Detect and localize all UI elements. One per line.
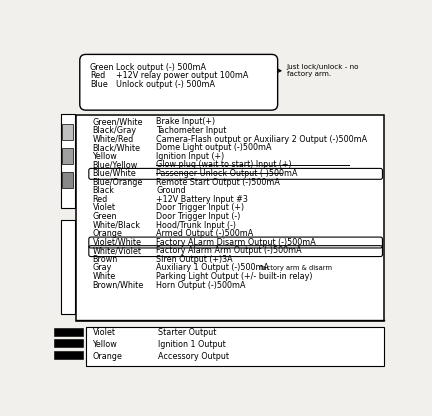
Text: Accessory Output: Accessory Output <box>158 352 229 361</box>
FancyBboxPatch shape <box>54 351 83 359</box>
Text: Blue/White: Blue/White <box>92 169 136 178</box>
Text: Blue/Orange: Blue/Orange <box>92 178 143 187</box>
Text: Horn Output (-)500mA: Horn Output (-)500mA <box>156 281 246 290</box>
Text: Dome Light output (-)500mA: Dome Light output (-)500mA <box>156 143 272 152</box>
Text: Violet: Violet <box>92 203 115 212</box>
Text: Brown/White: Brown/White <box>92 281 144 290</box>
Text: White/Red: White/Red <box>92 135 134 144</box>
Text: Blue/Yellow: Blue/Yellow <box>92 161 138 169</box>
FancyBboxPatch shape <box>80 54 278 110</box>
FancyBboxPatch shape <box>86 327 384 366</box>
Text: Red: Red <box>92 195 108 204</box>
FancyBboxPatch shape <box>62 172 73 188</box>
Text: Armed Output (-)500mA: Armed Output (-)500mA <box>156 229 253 238</box>
Text: Violet/White: Violet/White <box>92 238 142 247</box>
Text: Camera-Flash output or Auxiliary 2 Output (-)500mA: Camera-Flash output or Auxiliary 2 Outpu… <box>156 135 367 144</box>
Text: Door Trigger Input (+): Door Trigger Input (+) <box>156 203 244 212</box>
Text: Auxiliary 1 Output (-)500mA: Auxiliary 1 Output (-)500mA <box>156 263 269 272</box>
FancyBboxPatch shape <box>62 148 73 163</box>
Text: Green: Green <box>92 212 117 221</box>
Text: Yellow: Yellow <box>92 340 117 349</box>
Text: Unlock output (-) 500mA: Unlock output (-) 500mA <box>116 80 215 89</box>
Text: Factory ALarm Disarm Output (-)500mA: Factory ALarm Disarm Output (-)500mA <box>156 238 316 247</box>
Text: Glow plug (wait to start) Input (+): Glow plug (wait to start) Input (+) <box>156 161 292 169</box>
FancyBboxPatch shape <box>62 124 73 140</box>
FancyBboxPatch shape <box>60 220 75 314</box>
Text: Orange: Orange <box>92 229 122 238</box>
Text: Green/White: Green/White <box>92 117 143 126</box>
Text: Tachometer Input: Tachometer Input <box>156 126 226 135</box>
Text: Door Trigger Input (-): Door Trigger Input (-) <box>156 212 241 221</box>
Text: Starter Output: Starter Output <box>158 328 216 337</box>
Text: Siren Output (+)3A: Siren Output (+)3A <box>156 255 233 264</box>
Text: Blue: Blue <box>90 80 108 89</box>
Text: +12V Battery Input #3: +12V Battery Input #3 <box>156 195 248 204</box>
Text: Green: Green <box>90 63 114 72</box>
Text: White/Black: White/Black <box>92 220 140 230</box>
Text: Red: Red <box>90 72 105 80</box>
Text: Ground: Ground <box>156 186 186 195</box>
Text: Violet: Violet <box>92 328 115 337</box>
Text: Gray: Gray <box>92 263 112 272</box>
Text: Ignition Input (+): Ignition Input (+) <box>156 152 224 161</box>
Text: Hood/Trunk Input (-): Hood/Trunk Input (-) <box>156 220 236 230</box>
Text: Passenger Unlock Output (-)500mA: Passenger Unlock Output (-)500mA <box>156 169 298 178</box>
FancyBboxPatch shape <box>54 328 83 336</box>
Text: Black: Black <box>92 186 114 195</box>
Text: White: White <box>92 272 116 281</box>
Text: Remote Start Output (-)500mA: Remote Start Output (-)500mA <box>156 178 280 187</box>
Text: Brown: Brown <box>92 255 118 264</box>
Text: White/Violet: White/Violet <box>92 246 142 255</box>
FancyBboxPatch shape <box>60 114 75 208</box>
Text: Orange: Orange <box>92 352 122 361</box>
Text: +12V relay power output 100mA: +12V relay power output 100mA <box>116 72 248 80</box>
Text: Lock output (-) 500mA: Lock output (-) 500mA <box>116 63 206 72</box>
Text: Brake Input(+): Brake Input(+) <box>156 117 215 126</box>
Text: Factory Alarm Arm Output (-)500mA: Factory Alarm Arm Output (-)500mA <box>156 246 302 255</box>
FancyBboxPatch shape <box>76 115 384 321</box>
FancyBboxPatch shape <box>54 339 83 347</box>
Text: Yellow: Yellow <box>92 152 117 161</box>
Text: Ignition 1 Output: Ignition 1 Output <box>158 340 226 349</box>
Text: Just lock/unlock - no
factory arm.: Just lock/unlock - no factory arm. <box>287 64 359 77</box>
Text: Black/Gray: Black/Gray <box>92 126 137 135</box>
Text: Parking Light Output (+/- built-in relay): Parking Light Output (+/- built-in relay… <box>156 272 313 281</box>
Text: factory arm & disarm: factory arm & disarm <box>260 265 332 271</box>
Text: Black/White: Black/White <box>92 143 140 152</box>
